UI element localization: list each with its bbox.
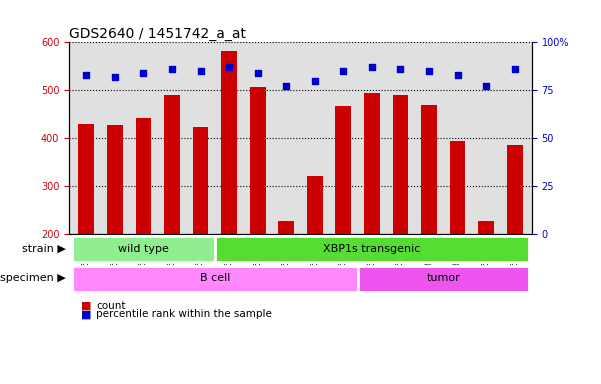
Point	[510, 66, 519, 72]
Bar	[478, 221, 494, 234]
Point	[167, 66, 177, 72]
Bar	[107, 125, 123, 234]
Text: percentile rank within the sample: percentile rank within the sample	[96, 310, 272, 319]
Bar	[450, 141, 465, 234]
Text: ■: ■	[81, 310, 91, 319]
Point	[424, 68, 434, 74]
Point	[110, 74, 120, 80]
Text: XBP1s transgenic: XBP1s transgenic	[323, 244, 421, 254]
Bar	[507, 146, 523, 234]
Point	[82, 72, 91, 78]
Bar	[72, 266, 358, 292]
Point	[481, 83, 491, 89]
Text: strain ▶: strain ▶	[22, 244, 66, 254]
Bar	[358, 266, 529, 292]
Point	[224, 64, 234, 70]
Text: ■: ■	[81, 301, 91, 311]
Text: B cell: B cell	[200, 273, 230, 283]
Bar	[78, 124, 94, 234]
Point	[395, 66, 405, 72]
Point	[196, 68, 206, 74]
Bar	[136, 118, 151, 234]
Point	[310, 78, 320, 84]
Bar	[72, 237, 215, 262]
Text: tumor: tumor	[427, 273, 460, 283]
Text: GDS2640 / 1451742_a_at: GDS2640 / 1451742_a_at	[69, 27, 246, 41]
Text: count: count	[96, 301, 126, 311]
Bar	[364, 93, 380, 234]
Point	[453, 72, 462, 78]
Text: wild type: wild type	[118, 244, 169, 254]
Bar	[421, 104, 437, 234]
Bar	[278, 221, 294, 234]
Bar	[193, 127, 209, 234]
Point	[367, 64, 377, 70]
Point	[253, 70, 263, 76]
Point	[139, 70, 148, 76]
Bar	[215, 237, 529, 262]
Bar	[392, 95, 408, 234]
Point	[281, 83, 291, 89]
Bar	[335, 106, 351, 234]
Bar	[221, 51, 237, 234]
Bar	[250, 87, 266, 234]
Point	[338, 68, 348, 74]
Text: specimen ▶: specimen ▶	[1, 273, 66, 283]
Bar	[307, 176, 323, 234]
Bar	[164, 95, 180, 234]
